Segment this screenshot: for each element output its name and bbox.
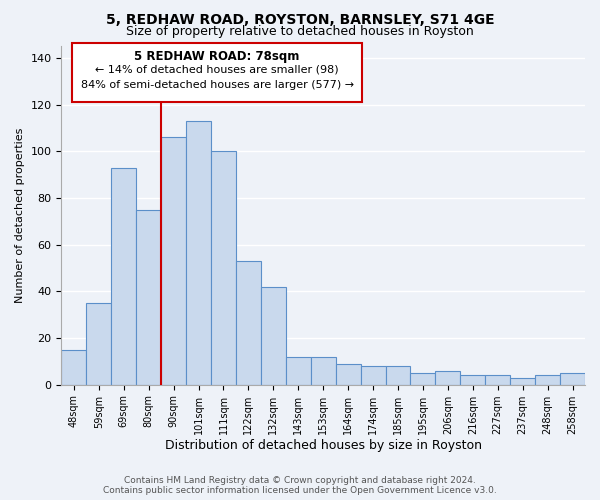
Bar [460, 376, 485, 384]
Bar [236, 261, 261, 384]
Bar [335, 364, 361, 384]
Bar [361, 366, 386, 384]
Bar [186, 121, 211, 384]
Bar [410, 373, 436, 384]
Bar [510, 378, 535, 384]
Bar [311, 356, 335, 384]
Bar [86, 303, 111, 384]
FancyBboxPatch shape [72, 43, 362, 102]
Bar [161, 138, 186, 384]
Text: Contains HM Land Registry data © Crown copyright and database right 2024.: Contains HM Land Registry data © Crown c… [124, 476, 476, 485]
X-axis label: Distribution of detached houses by size in Royston: Distribution of detached houses by size … [165, 440, 482, 452]
Bar [436, 370, 460, 384]
Text: ← 14% of detached houses are smaller (98): ← 14% of detached houses are smaller (98… [95, 65, 339, 75]
Bar [560, 373, 585, 384]
Bar [61, 350, 86, 384]
Text: 5, REDHAW ROAD, ROYSTON, BARNSLEY, S71 4GE: 5, REDHAW ROAD, ROYSTON, BARNSLEY, S71 4… [106, 12, 494, 26]
Text: 84% of semi-detached houses are larger (577) →: 84% of semi-detached houses are larger (… [80, 80, 354, 90]
Text: Size of property relative to detached houses in Royston: Size of property relative to detached ho… [126, 25, 474, 38]
Bar [211, 152, 236, 384]
Bar [535, 376, 560, 384]
Text: 5 REDHAW ROAD: 78sqm: 5 REDHAW ROAD: 78sqm [134, 50, 300, 62]
Text: Contains public sector information licensed under the Open Government Licence v3: Contains public sector information licen… [103, 486, 497, 495]
Bar [136, 210, 161, 384]
Bar [261, 286, 286, 384]
Y-axis label: Number of detached properties: Number of detached properties [15, 128, 25, 303]
Bar [485, 376, 510, 384]
Bar [386, 366, 410, 384]
Bar [111, 168, 136, 384]
Bar [286, 356, 311, 384]
